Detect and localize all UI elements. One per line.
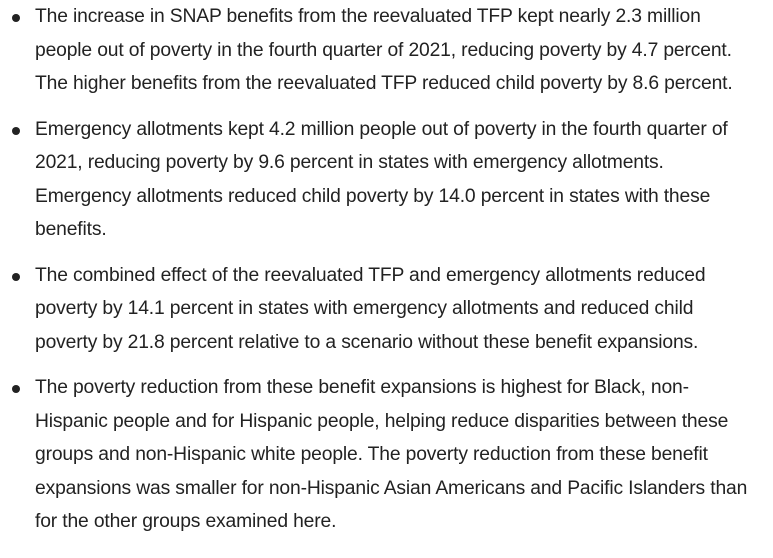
text-line: The poverty reduction from these benefit… bbox=[35, 377, 689, 398]
text-line: people out of poverty in the fourth quar… bbox=[35, 39, 732, 61]
text-line: poverty by 21.8 percent relative to a sc… bbox=[35, 331, 699, 353]
text-line: The higher benefits from the reevaluated… bbox=[35, 73, 733, 94]
text-line: Emergency allotments reduced child pover… bbox=[35, 185, 711, 207]
list-item-text: The poverty reduction from these benefit… bbox=[35, 371, 773, 539]
bullet-marker bbox=[12, 272, 20, 281]
text-line: benefits. bbox=[35, 219, 107, 240]
text-line: Hispanic people and for Hispanic people,… bbox=[35, 410, 729, 432]
bullet-marker bbox=[12, 14, 20, 22]
text-line: The increase in SNAP benefits from the r… bbox=[35, 6, 701, 27]
text-line: poverty by 14.1 percent in states with e… bbox=[35, 298, 694, 319]
text-line: 2021, reducing poverty by 9.6 percent in… bbox=[35, 152, 664, 173]
bullet-marker bbox=[12, 385, 20, 393]
list-item-disparities: The poverty reduction from these benefit… bbox=[0, 371, 773, 539]
list-item-text: Emergency allotments kept 4.2 million pe… bbox=[35, 113, 773, 247]
list-item-snap-tfp: The increase in SNAP benefits from the r… bbox=[0, 0, 773, 101]
text-line: groups and non-Hispanic white people. Th… bbox=[35, 444, 708, 465]
list-item-text: The increase in SNAP benefits from the r… bbox=[35, 0, 773, 101]
text-line: The combined effect of the reevaluated T… bbox=[35, 264, 706, 286]
list-item-text: The combined effect of the reevaluated T… bbox=[35, 259, 773, 360]
text-line: expansions was smaller for non-Hispanic … bbox=[35, 477, 748, 499]
text-line: Emergency allotments kept 4.2 million pe… bbox=[35, 118, 728, 140]
text-line: for the other groups examined here. bbox=[35, 511, 337, 532]
findings-list: The increase in SNAP benefits from the r… bbox=[0, 0, 773, 539]
list-item-emergency-allotments: Emergency allotments kept 4.2 million pe… bbox=[0, 113, 773, 247]
bullet-marker bbox=[12, 126, 20, 135]
list-item-combined-effect: The combined effect of the reevaluated T… bbox=[0, 259, 773, 360]
